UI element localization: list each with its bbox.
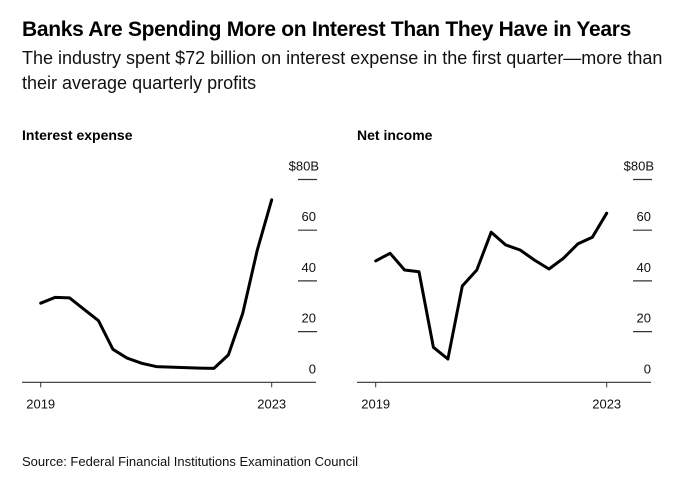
interest-y-tick-label: 20 bbox=[302, 311, 316, 326]
panel-title-net-income: Net income bbox=[357, 127, 433, 143]
interest-y-tick-label: 0 bbox=[309, 361, 316, 376]
net-income-x-tick-label: 2019 bbox=[361, 396, 390, 411]
interest-x-tick-label: 2023 bbox=[257, 396, 286, 411]
chart-title: Banks Are Spending More on Interest Than… bbox=[22, 18, 631, 41]
interest-y-tick-label: 40 bbox=[302, 260, 316, 275]
source-note: Source: Federal Financial Institutions E… bbox=[22, 454, 359, 469]
interest-series-line bbox=[39, 198, 274, 370]
net-income-y-tick-label: 40 bbox=[637, 260, 651, 275]
net-income-series-line bbox=[374, 211, 609, 361]
interest-x-tick-label: 2019 bbox=[26, 396, 55, 411]
net-income-y-tick-label: 0 bbox=[644, 361, 651, 376]
chart-subtitle: The industry spent $72 billion on intere… bbox=[22, 48, 663, 93]
net-income-x-tick-label: 2023 bbox=[592, 396, 621, 411]
net-income-y-tick-label: 60 bbox=[637, 209, 651, 224]
interest-y-tick-label: 60 bbox=[302, 209, 316, 224]
interest-y-tick-label: $80B bbox=[289, 159, 319, 174]
panel-title-interest-expense: Interest expense bbox=[22, 127, 133, 143]
net-income-y-tick-label: 20 bbox=[637, 311, 651, 326]
net-income-y-tick-label: $80B bbox=[624, 159, 654, 174]
